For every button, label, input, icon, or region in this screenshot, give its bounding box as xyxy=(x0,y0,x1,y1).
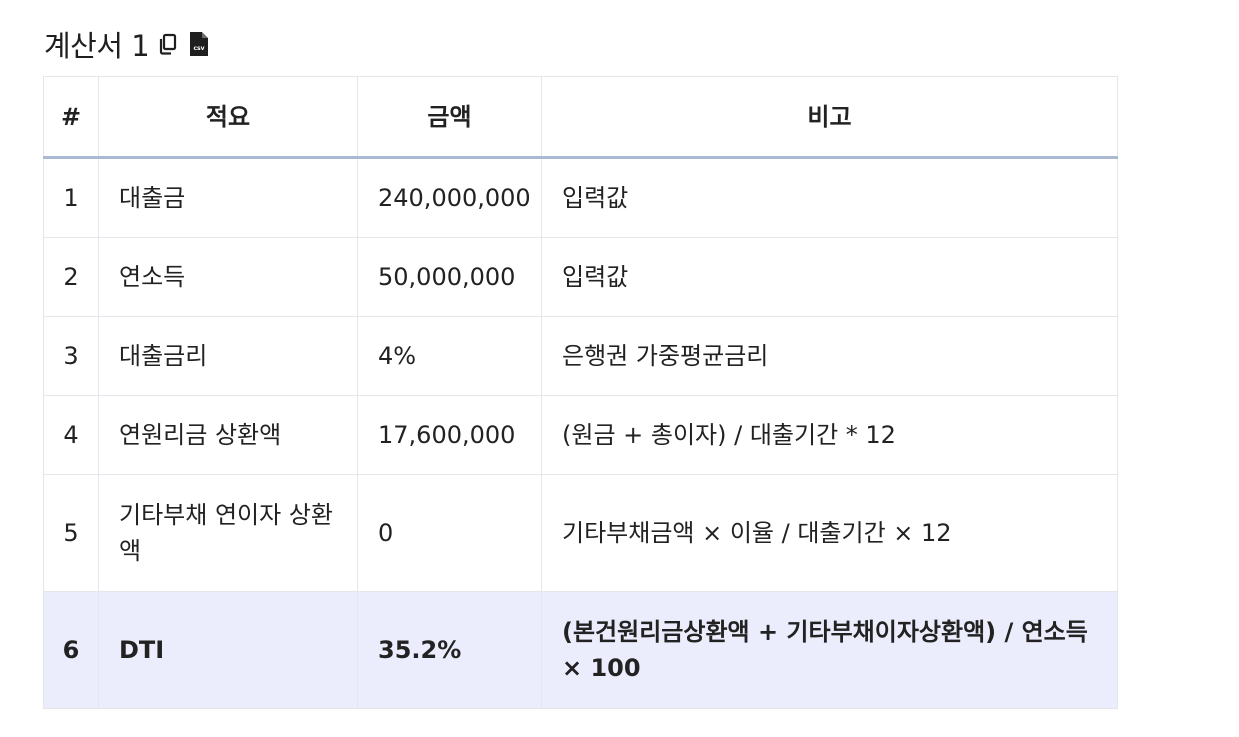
csv-file-icon[interactable]: csv xyxy=(189,31,209,57)
row-number: 2 xyxy=(43,237,99,317)
copy-icon[interactable] xyxy=(157,32,179,56)
row-amount: 4% xyxy=(357,316,542,396)
row-number: 5 xyxy=(43,474,99,592)
row-number: 1 xyxy=(43,157,99,238)
row-note: (원금 + 총이자) / 대출기간 * 12 xyxy=(541,395,1118,475)
row-note: 입력값 xyxy=(541,157,1118,238)
row-item: 대출금리 xyxy=(98,316,358,396)
column-header-number: # xyxy=(43,76,99,159)
row-item: 연원리금 상환액 xyxy=(98,395,358,475)
row-item: 연소득 xyxy=(98,237,358,317)
row-item: DTI xyxy=(98,591,358,709)
row-note: 입력값 xyxy=(541,237,1118,317)
row-amount: 0 xyxy=(357,474,542,592)
svg-text:csv: csv xyxy=(194,45,205,52)
row-note: (본건원리금상환액 + 기타부채이자상환액) / 연소득 × 100 xyxy=(541,591,1118,709)
table-row-total: 6 DTI 35.2% (본건원리금상환액 + 기타부채이자상환액) / 연소득… xyxy=(43,591,1118,709)
column-header-amount: 금액 xyxy=(357,76,542,159)
row-note: 기타부채금액 × 이율 / 대출기간 × 12 xyxy=(541,474,1118,592)
table-row: 1 대출금 240,000,000 입력값 xyxy=(43,157,1118,238)
column-header-note: 비고 xyxy=(541,76,1118,159)
table-row: 4 연원리금 상환액 17,600,000 (원금 + 총이자) / 대출기간 … xyxy=(43,395,1118,475)
row-item: 기타부채 연이자 상환액 xyxy=(98,474,358,592)
section-heading: 계산서 1 csv xyxy=(44,22,209,66)
row-note: 은행권 가중평균금리 xyxy=(541,316,1118,396)
table-row: 3 대출금리 4% 은행권 가중평균금리 xyxy=(43,316,1118,396)
row-number: 4 xyxy=(43,395,99,475)
row-number: 3 xyxy=(43,316,99,396)
calculation-table: # 적요 금액 비고 1 대출금 240,000,000 입력값 2 연소득 5… xyxy=(43,76,1118,709)
row-amount: 50,000,000 xyxy=(357,237,542,317)
row-amount: 240,000,000 xyxy=(357,157,542,238)
row-number: 6 xyxy=(43,591,99,709)
column-header-item: 적요 xyxy=(98,76,358,159)
row-amount: 17,600,000 xyxy=(357,395,542,475)
table-header-row: # 적요 금액 비고 xyxy=(43,76,1118,159)
table-row: 2 연소득 50,000,000 입력값 xyxy=(43,237,1118,317)
row-amount: 35.2% xyxy=(357,591,542,709)
page-title: 계산서 1 xyxy=(44,29,150,63)
row-item: 대출금 xyxy=(98,157,358,238)
table-row: 5 기타부채 연이자 상환액 0 기타부채금액 × 이율 / 대출기간 × 12 xyxy=(43,474,1118,592)
